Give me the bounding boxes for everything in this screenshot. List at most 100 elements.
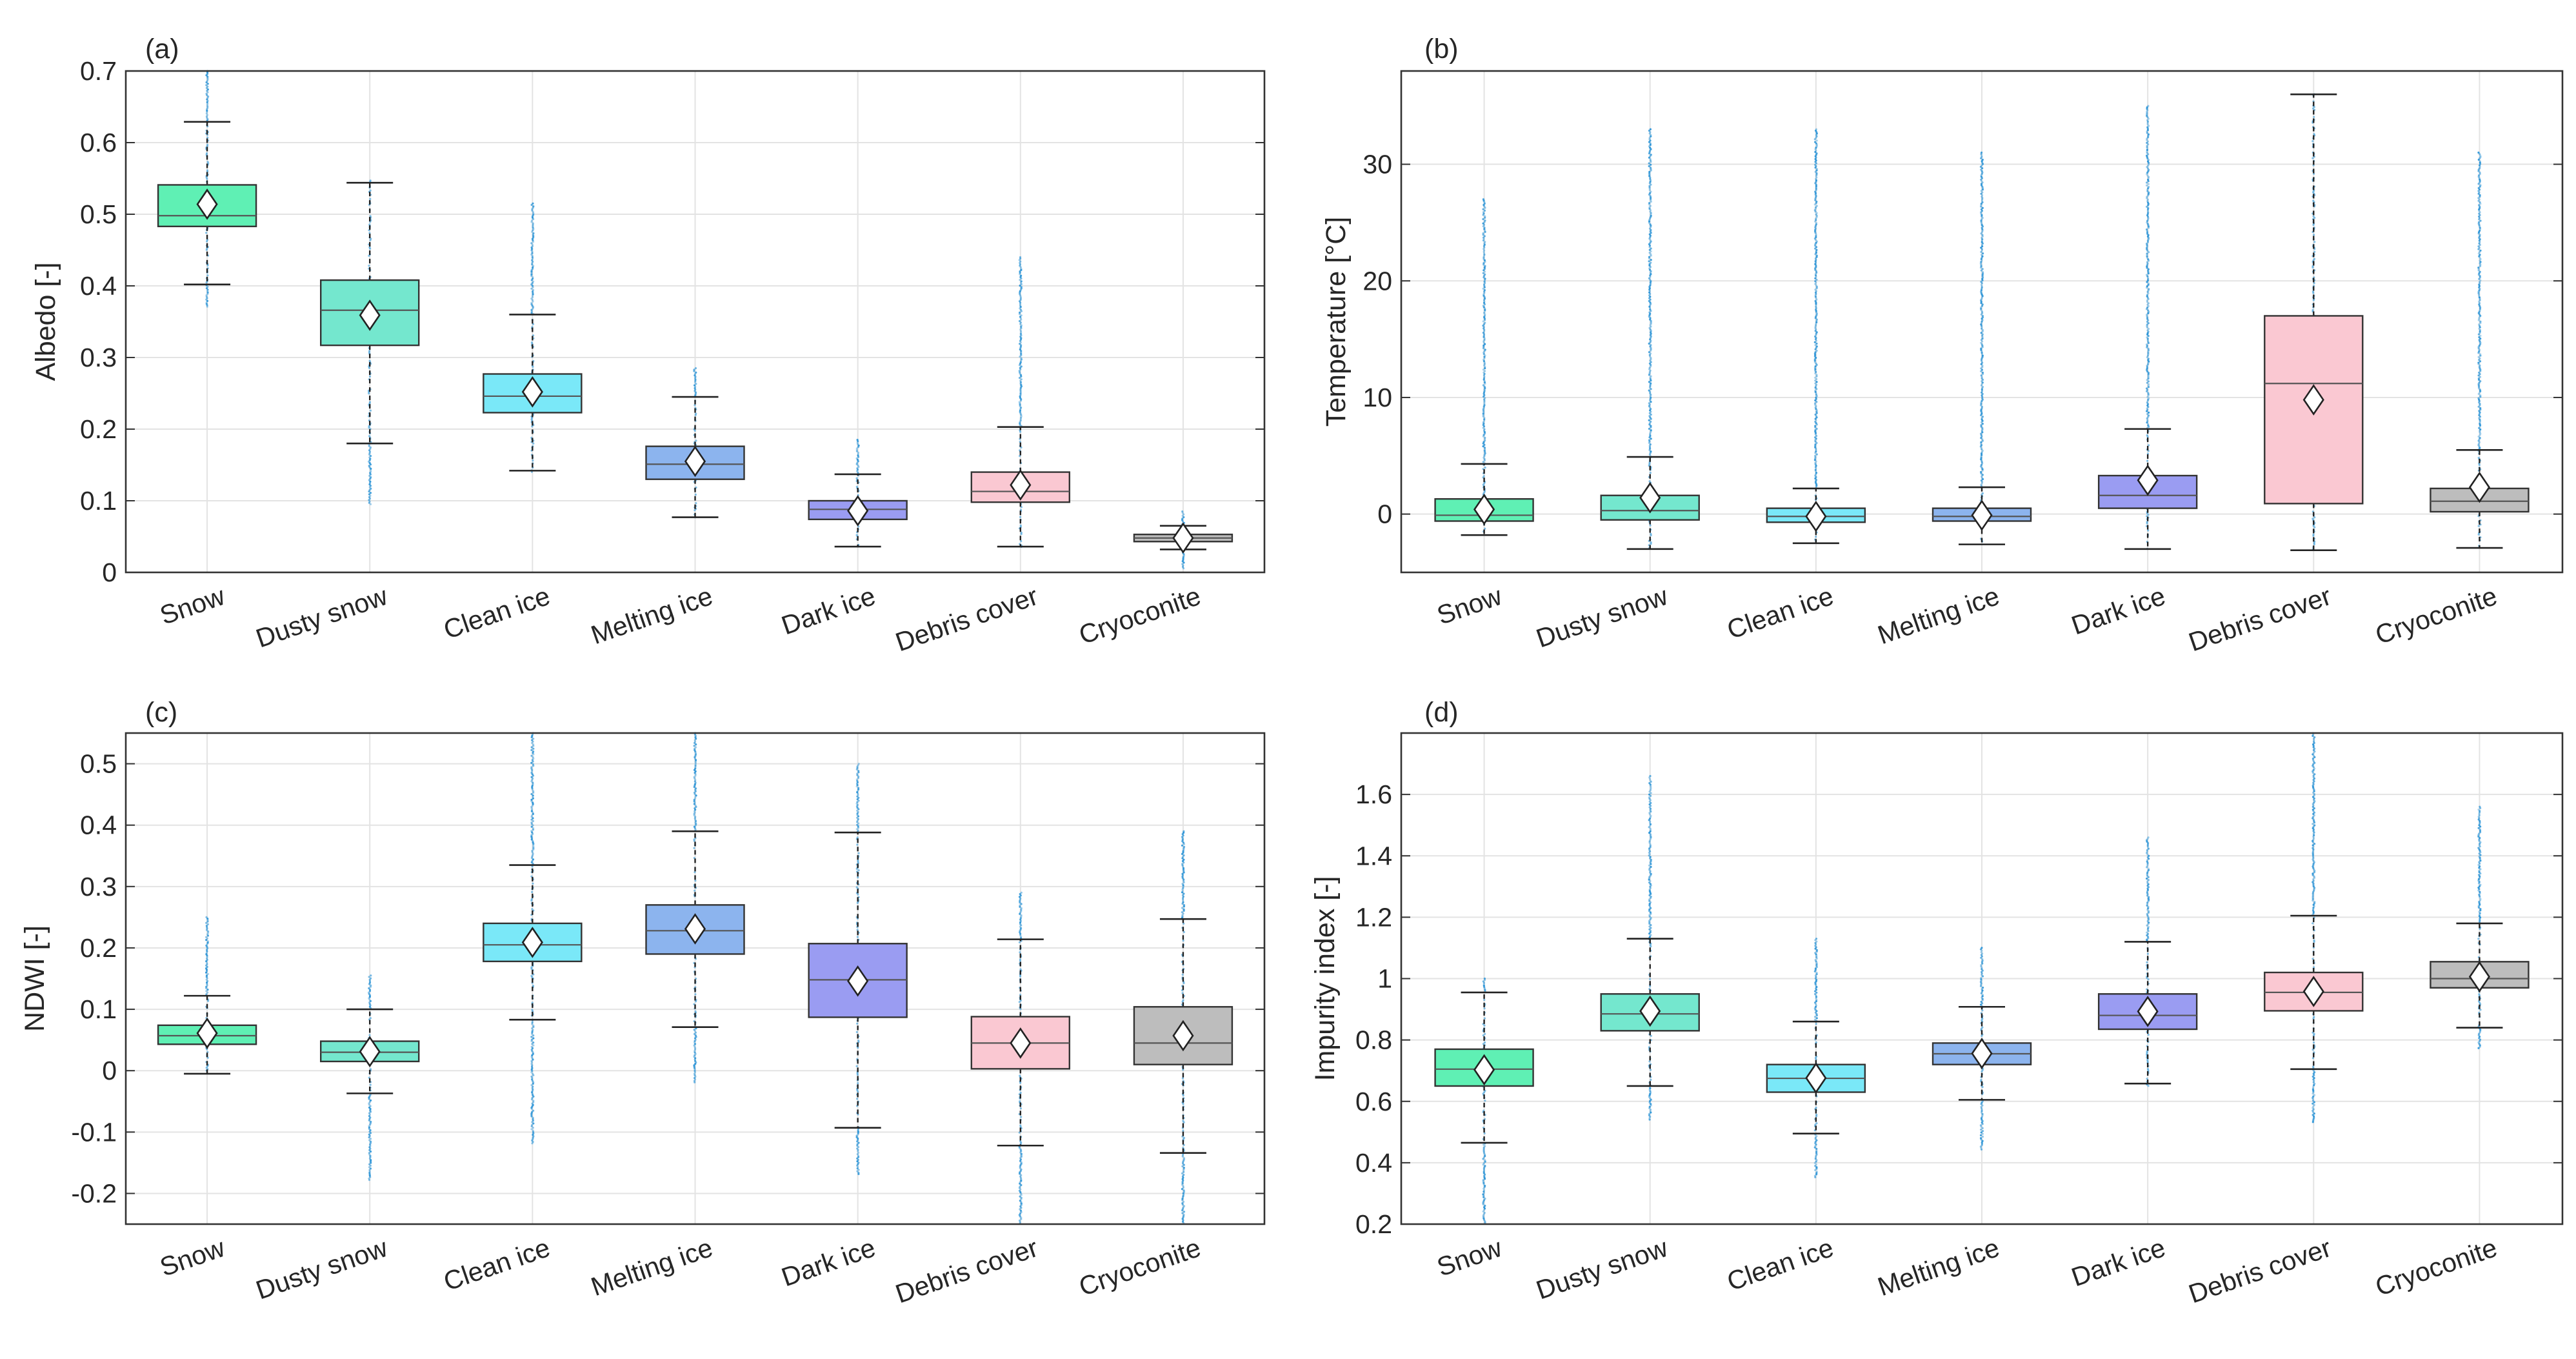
outlier-point [1980,183,1983,185]
outlier-point [1648,136,1651,139]
outlier-point [1648,405,1650,407]
outlier-point [1482,1203,1484,1205]
outlier-point [857,1047,859,1049]
outlier-point [1181,1188,1183,1191]
category-label: Dusty snow [252,581,392,654]
outlier-point [1482,1163,1484,1166]
outlier-point [1981,481,1984,483]
outlier-point [1483,401,1486,404]
outlier-point [205,939,208,941]
outlier-point [1483,1024,1486,1027]
outlier-point [1815,274,1817,277]
outlier-point [1482,442,1484,445]
outlier-point [2479,845,2481,848]
outlier-point [1815,447,1817,450]
outlier-point [1484,370,1486,372]
outlier-point [693,840,695,842]
outlier-point [1981,320,1983,323]
box-melting-ice [645,367,745,519]
outlier-point [1815,297,1817,299]
outlier-point [369,485,372,487]
outlier-point [368,490,370,493]
outlier-point [1814,452,1817,454]
outlier-point [1183,843,1185,845]
outlier-point [1483,248,1485,250]
outlier-point [1484,308,1486,311]
category-label: Dusty snow [1532,581,1672,654]
outlier-point [1483,235,1486,237]
outlier-point [1650,212,1652,214]
outlier-point [1815,146,1817,149]
outlier-point [2311,266,2314,269]
outlier-point [2147,226,2150,229]
outlier-point [532,210,535,214]
outlier-point [2477,533,2480,536]
outlier-point [1650,543,1652,545]
outlier-point [1019,367,1021,369]
mean-marker [521,376,543,408]
outlier-point [694,509,696,512]
outlier-point [2147,386,2150,388]
outlier-point [531,256,534,259]
outlier-point [857,876,859,879]
outlier-point [1649,131,1652,134]
outlier-point [1814,413,1817,416]
outlier-point [2147,1033,2150,1036]
outlier-point [1020,267,1023,270]
outlier-point [368,1178,371,1182]
outlier-point [532,797,535,800]
outlier-point [1648,412,1651,414]
outlier-point [855,447,858,450]
outlier-point [1980,332,1982,334]
outliers [1482,198,1486,533]
outlier-point [1484,1178,1486,1180]
outlier-point [2147,176,2150,178]
outlier-point [1648,220,1651,223]
outlier-point [857,1091,859,1093]
outlier-point [2146,952,2149,955]
outlier-point [1482,214,1484,216]
outlier-point [1019,419,1022,422]
outlier-point [1814,372,1817,375]
outlier-point [1981,334,1984,337]
outlier-point [1815,412,1818,414]
outlier-point [1813,361,1816,363]
outlier-point [1648,1060,1651,1063]
outlier-point [369,247,372,250]
outlier-point [1648,256,1651,258]
category-label: Dark ice [2068,1233,2169,1292]
outlier-point [207,96,210,98]
outlier-point [2146,116,2149,119]
outlier-point [1649,143,1652,146]
outlier-point [1182,940,1184,942]
outlier-point [1650,426,1652,428]
outlier-point [1482,320,1484,323]
outlier-point [532,747,535,750]
outlier-point [1483,353,1485,356]
outlier-point [1981,327,1983,330]
outlier-point [1483,364,1486,367]
y-axis-title-d: Impurity index [-] [1310,876,1341,1082]
outlier-point [1020,378,1023,381]
outlier-point [1020,310,1023,312]
outlier-point [532,1034,535,1037]
outlier-point [206,94,208,96]
outlier-point [531,215,534,217]
outlier-point [2146,190,2149,192]
outlier-point [1648,252,1651,254]
outlier-point [368,232,371,234]
outlier-point [695,383,697,385]
outlier-point [1650,135,1652,137]
outlier-point [2311,1092,2314,1095]
outlier-point [1648,193,1650,196]
outlier-point [1483,250,1485,253]
outlier-point [1648,351,1650,354]
outlier-point [1814,277,1817,279]
y-tick-label: 0.1 [80,486,117,516]
outlier-point [1815,388,1818,390]
outlier-point [2311,823,2314,825]
outlier-point [1483,199,1485,202]
outlier-point [1019,285,1021,287]
outlier-point [368,453,371,456]
outlier-point [1650,161,1652,163]
